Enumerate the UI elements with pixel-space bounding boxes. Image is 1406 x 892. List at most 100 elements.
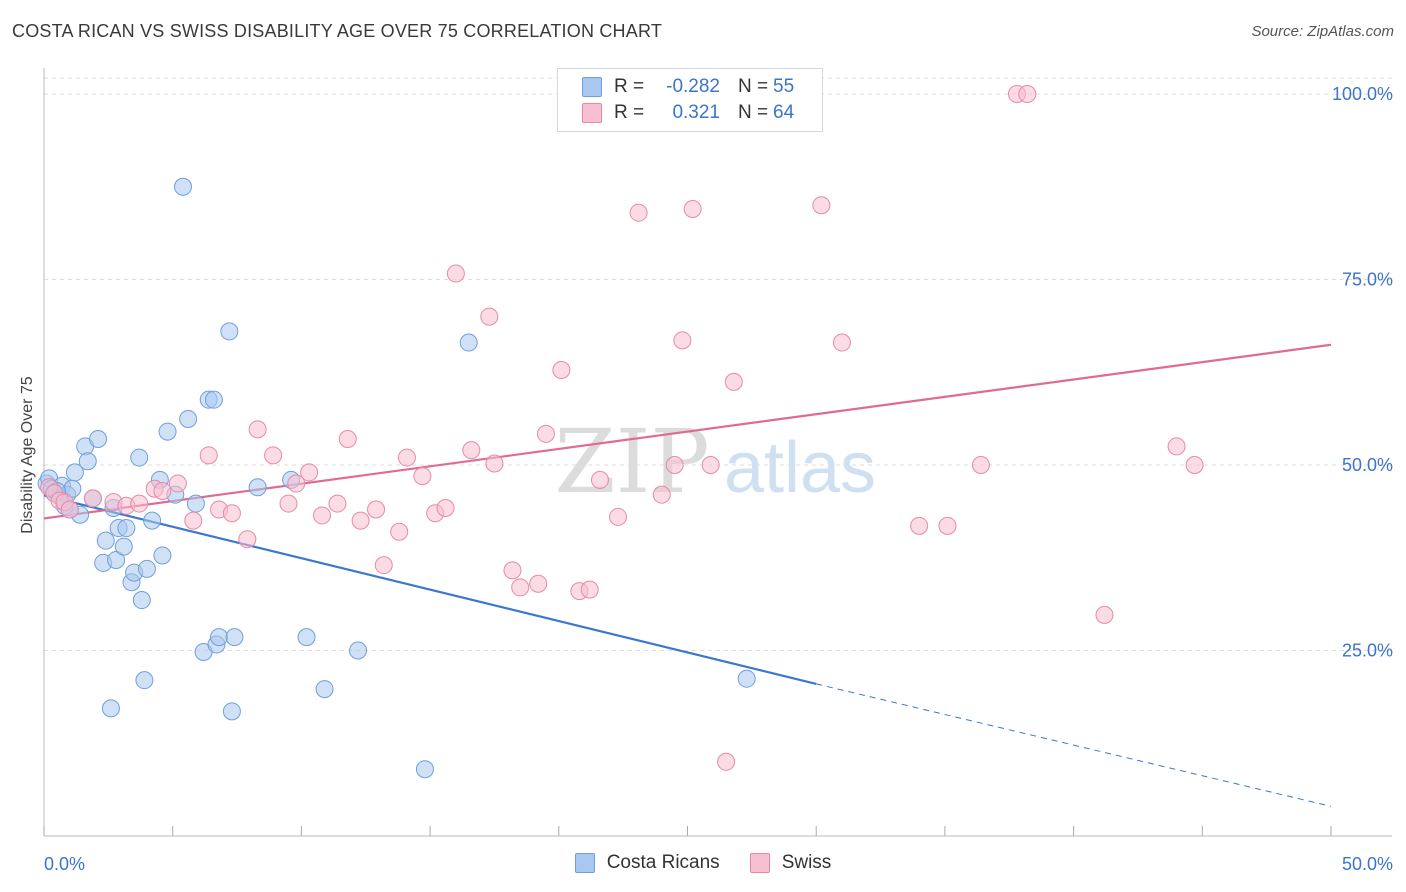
chart-title: COSTA RICAN VS SWISS DISABILITY AGE OVER… <box>12 21 663 41</box>
point-costa-ricans <box>349 641 368 660</box>
legend-label-swiss: Swiss <box>781 852 832 873</box>
point-swiss <box>717 752 736 771</box>
point-swiss <box>184 511 203 530</box>
y-tick-label: 100.0% <box>1332 84 1393 104</box>
point-swiss <box>1018 84 1037 103</box>
point-costa-ricans <box>204 390 223 409</box>
point-swiss <box>701 455 720 474</box>
y-tick-label: 75.0% <box>1342 269 1393 289</box>
point-swiss <box>629 203 648 222</box>
point-costa-ricans <box>248 478 267 497</box>
point-costa-ricans <box>225 628 244 647</box>
point-swiss <box>462 441 481 460</box>
legend-swatch-swiss <box>749 853 770 873</box>
point-swiss <box>168 474 187 493</box>
r-label: R = <box>614 76 645 97</box>
n-label: N = <box>738 76 769 97</box>
point-swiss <box>238 530 257 549</box>
watermark: ZIP atlas <box>554 410 876 513</box>
point-costa-ricans <box>107 550 126 569</box>
legend-item-swiss: Swiss <box>749 852 832 874</box>
point-costa-ricans <box>173 177 192 196</box>
legend-item-costa-ricans: Costa Ricans <box>574 852 720 874</box>
point-swiss <box>552 361 571 380</box>
point-swiss <box>338 430 357 449</box>
source-label: Source: ZipAtlas.com <box>1251 23 1394 40</box>
point-swiss <box>367 500 386 519</box>
point-costa-ricans <box>143 511 162 530</box>
r-value: -0.282 <box>666 76 720 97</box>
point-costa-ricans <box>135 671 154 690</box>
legend-row-swiss: R = 0.321 N = 64 <box>582 101 794 125</box>
point-swiss <box>1095 605 1114 624</box>
point-swiss <box>312 506 331 525</box>
point-costa-ricans <box>137 559 156 578</box>
point-swiss <box>390 522 409 541</box>
point-swiss <box>832 333 851 352</box>
point-costa-ricans <box>101 699 120 718</box>
point-swiss <box>938 516 957 535</box>
point-swiss <box>665 455 684 474</box>
point-swiss <box>1167 437 1186 456</box>
point-swiss <box>580 580 599 599</box>
legend-swatch-costa-ricans <box>582 77 602 97</box>
point-costa-ricans <box>114 537 133 556</box>
y-tick-label: 25.0% <box>1342 640 1393 660</box>
y-axis-label: Disability Age Over 75 <box>19 376 36 534</box>
point-swiss <box>199 446 218 465</box>
point-swiss <box>413 467 432 486</box>
point-swiss <box>812 196 831 215</box>
point-costa-ricans <box>117 519 136 538</box>
point-costa-ricans <box>415 760 434 779</box>
point-swiss <box>300 463 319 482</box>
point-swiss <box>910 516 929 535</box>
point-swiss <box>374 556 393 575</box>
point-costa-ricans <box>89 430 108 449</box>
point-swiss <box>279 494 298 513</box>
point-swiss <box>503 561 522 580</box>
point-costa-ricans <box>315 680 334 699</box>
point-swiss <box>511 578 530 597</box>
point-swiss <box>683 199 702 218</box>
point-costa-ricans <box>65 463 84 482</box>
watermark-atlas: atlas <box>724 428 876 508</box>
point-swiss <box>446 264 465 283</box>
point-costa-ricans <box>297 628 316 647</box>
point-costa-ricans <box>132 591 151 610</box>
point-swiss <box>153 481 172 500</box>
point-swiss <box>264 446 283 465</box>
point-swiss <box>724 372 743 391</box>
point-costa-ricans <box>78 452 97 471</box>
point-swiss <box>351 511 370 530</box>
point-costa-ricans <box>96 531 115 550</box>
point-costa-ricans <box>186 494 205 513</box>
point-swiss <box>83 489 102 508</box>
point-costa-ricans <box>179 409 198 428</box>
point-swiss <box>328 494 347 513</box>
n-label: N = <box>738 102 769 123</box>
point-swiss <box>248 420 267 439</box>
point-swiss <box>590 470 609 489</box>
legend-label-costa-ricans: Costa Ricans <box>606 852 720 873</box>
point-swiss <box>1185 455 1204 474</box>
r-label: R = <box>614 102 645 123</box>
point-swiss <box>673 331 692 350</box>
point-costa-ricans <box>153 546 172 565</box>
point-costa-ricans <box>158 422 177 441</box>
trend-line <box>43 494 817 685</box>
r-value: 0.321 <box>672 102 720 123</box>
watermark-zip: ZIP <box>554 410 709 513</box>
x-tick-label: 0.0% <box>44 854 85 874</box>
point-costa-ricans <box>459 333 478 352</box>
legend-row-costa-ricans: R = -0.282 N = 55 <box>582 75 794 99</box>
data-points <box>37 84 1204 779</box>
point-swiss <box>436 499 455 518</box>
point-costa-ricans <box>130 448 149 467</box>
n-value: 64 <box>773 102 795 123</box>
point-swiss <box>971 455 990 474</box>
point-swiss <box>130 494 149 513</box>
tick-labels: 25.0% 50.0% 75.0% 100.0% 0.0% 50.0% <box>44 84 1393 874</box>
point-swiss <box>397 448 416 467</box>
x-tick-label: 50.0% <box>1342 854 1393 874</box>
axes <box>43 68 1392 837</box>
